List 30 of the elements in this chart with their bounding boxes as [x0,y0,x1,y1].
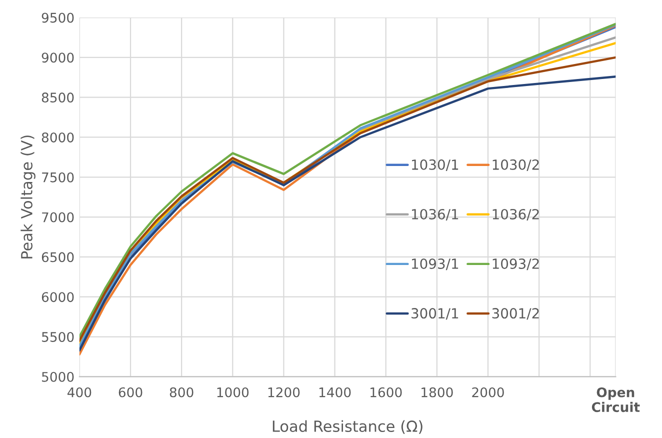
x-tick-label: 600 [118,387,142,398]
legend-label: 3001/2 [492,308,539,320]
y-tick-label: 7500 [42,172,74,182]
y-tick-label: 9000 [42,52,74,63]
x-tick-label: 1800 [422,387,453,398]
x-tick-label: Open Circuit [592,387,640,412]
y-tick-label: 6000 [42,292,74,302]
x-tick-label: 2000 [472,387,504,398]
legend-label: 1030/1 [412,159,458,171]
legend-label: 1036/1 [412,208,458,221]
y-tick-label: 6500 [42,252,74,262]
y-tick-label: 9500 [42,12,74,23]
x-tick-label: 1600 [370,387,402,398]
x-axis-title: Load Resistance (Ω) [272,420,422,434]
y-tick-label: 8500 [42,92,74,103]
x-tick-label: 1200 [268,387,300,398]
legend-label: 1036/2 [492,208,539,221]
x-tick-label: 1000 [217,387,249,398]
y-axis-title: Peak Voltage (V) [20,136,36,258]
y-tick-label: 5000 [42,372,74,382]
x-tick-label: 1400 [319,387,351,398]
legend-label: 1030/2 [492,159,539,171]
y-tick-label: 5500 [42,332,74,342]
y-tick-label: 8000 [42,132,74,142]
legend-label: 3001/1 [412,308,458,320]
legend-label: 1093/2 [492,258,539,270]
y-tick-label: 7000 [42,212,74,222]
x-tick-label: 800 [170,387,194,398]
x-tick-label: 400 [67,387,92,398]
legend-label: 1093/1 [412,258,458,270]
